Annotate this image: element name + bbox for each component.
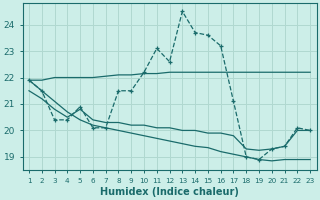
X-axis label: Humidex (Indice chaleur): Humidex (Indice chaleur) — [100, 187, 239, 197]
